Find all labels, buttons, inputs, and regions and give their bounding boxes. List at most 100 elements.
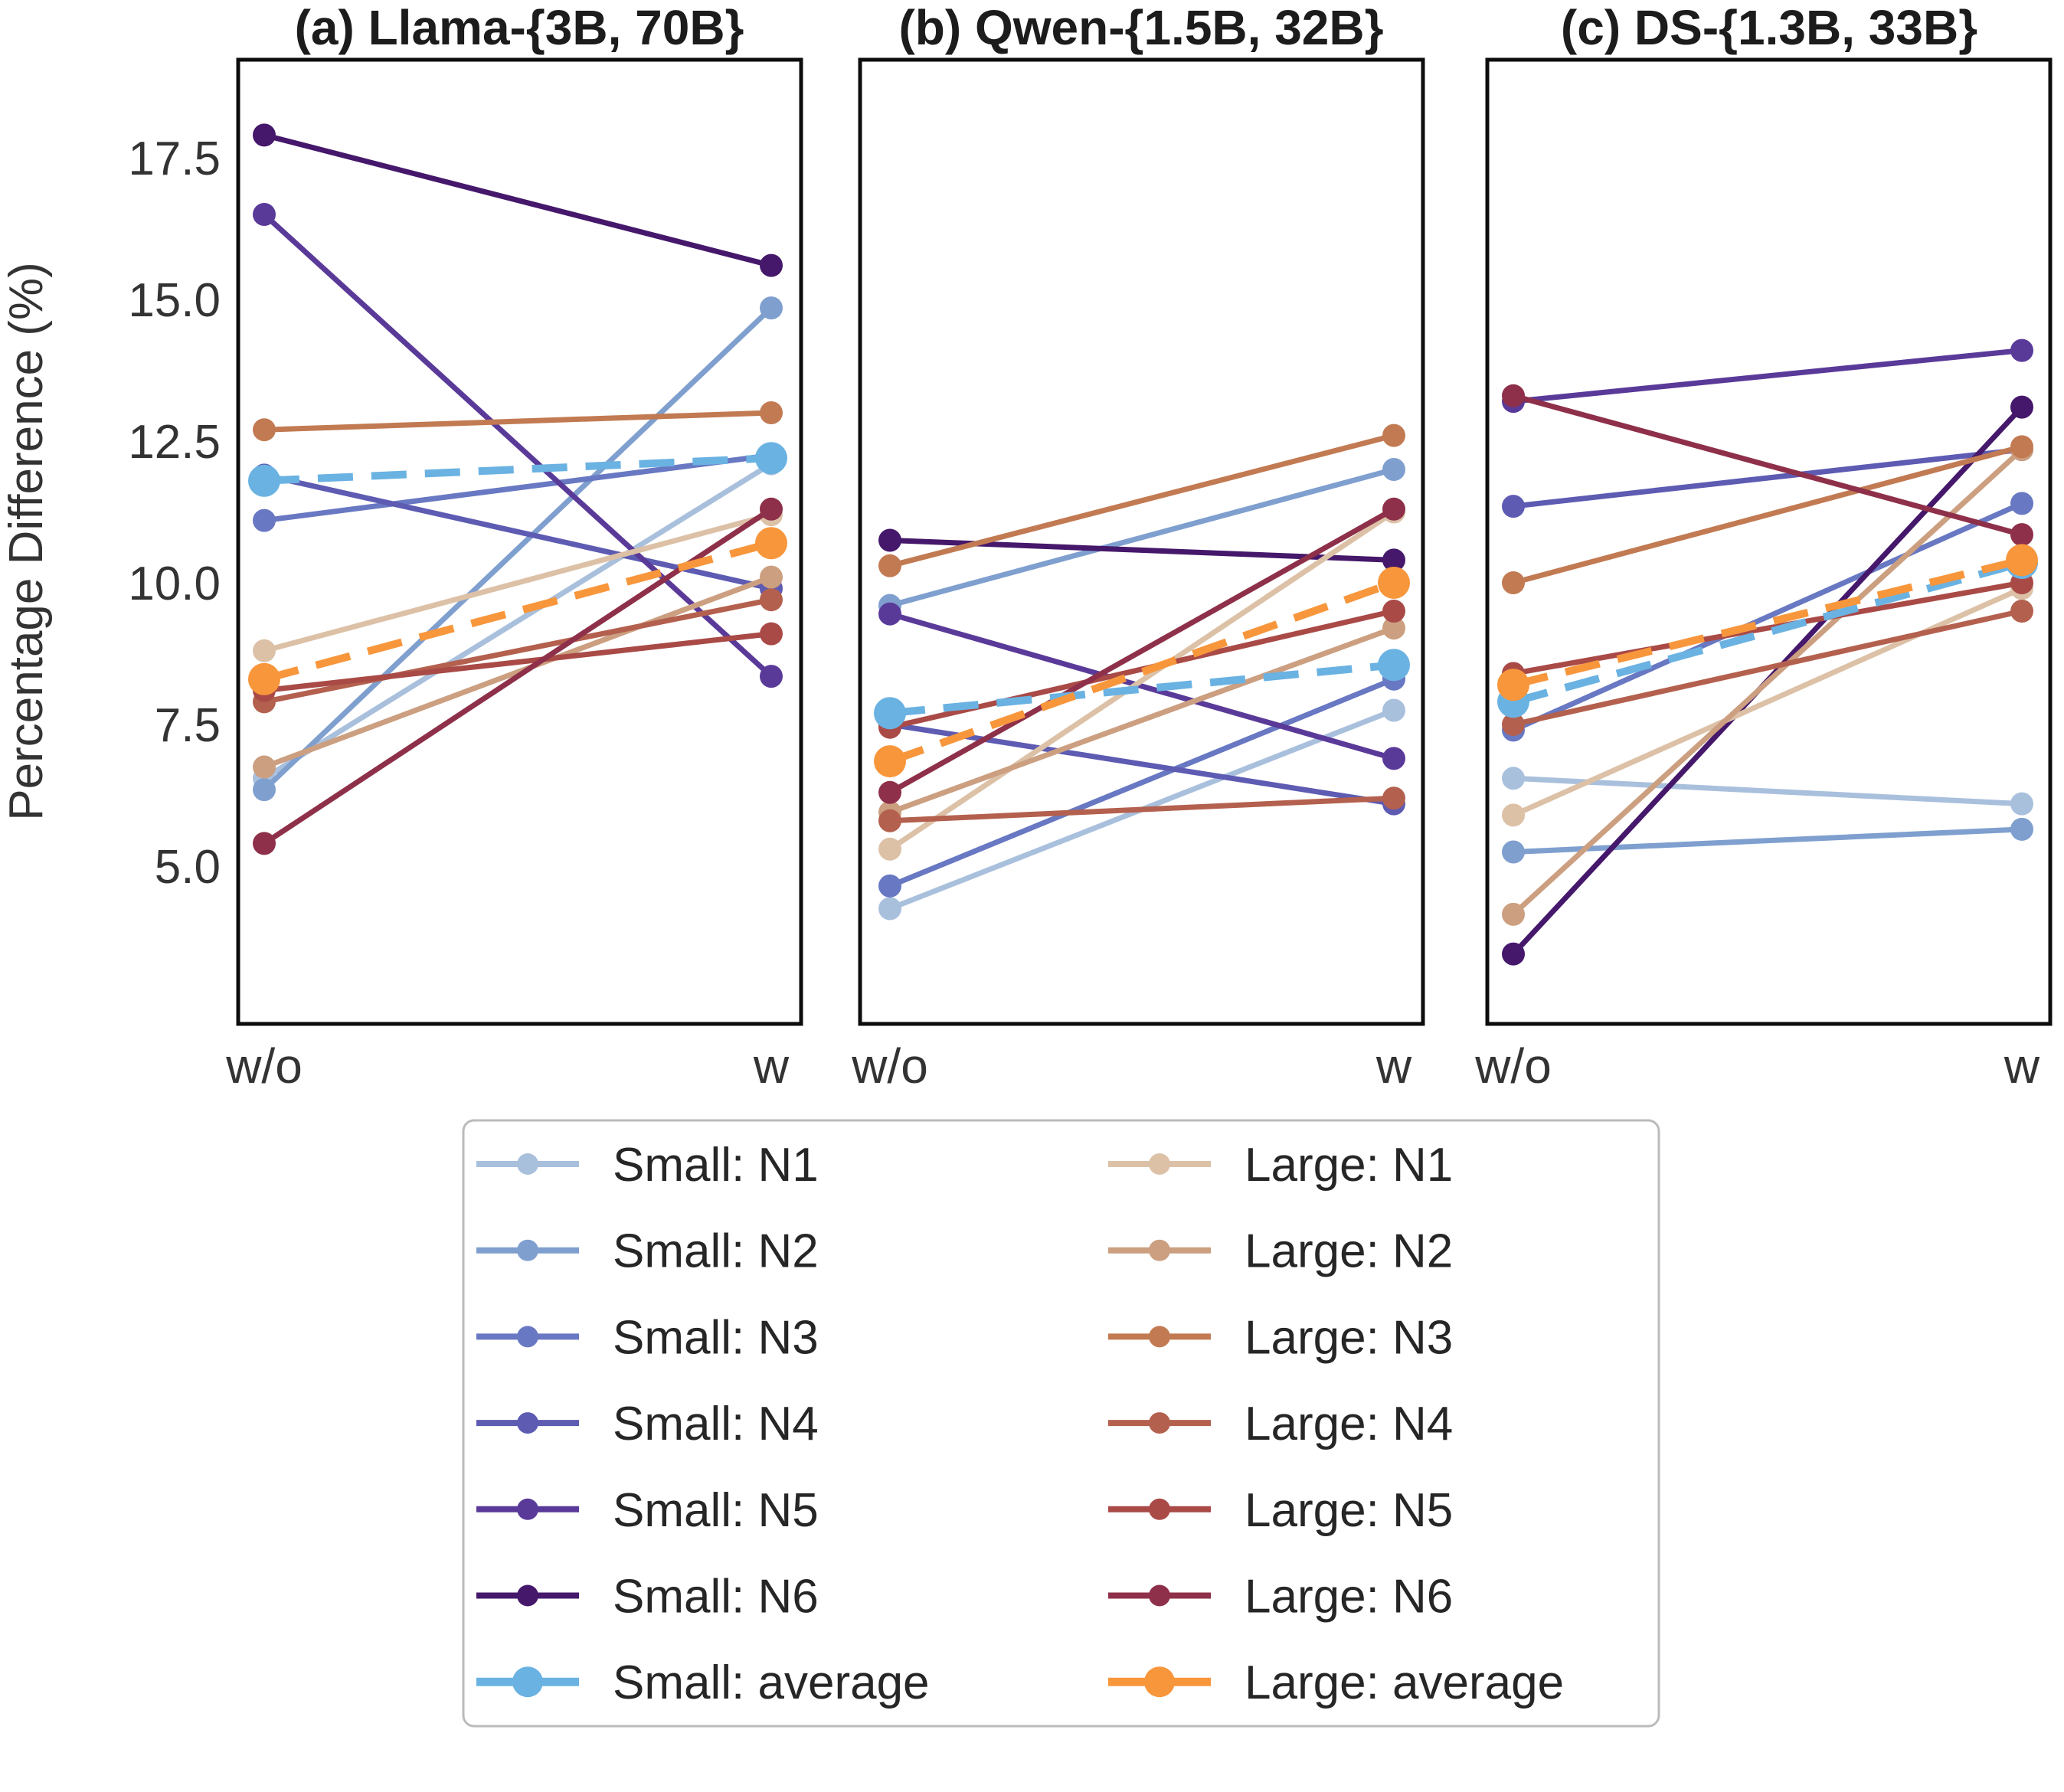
x-tick-c-w: w xyxy=(2003,1038,2040,1094)
dot-b-large-average-w xyxy=(1378,567,1410,599)
x-tick-a-wo: w/o xyxy=(225,1038,303,1094)
dot-c-large-n3-wo xyxy=(1502,571,1525,594)
series-line-b-small-n2 xyxy=(889,466,1395,608)
legend-item-small-n6: Small: N6 xyxy=(476,1571,819,1624)
legend-label-large-n3: Large: N3 xyxy=(1245,1311,1453,1364)
series-line-c-large-n6 xyxy=(1513,393,2023,538)
dot-a-large-average-wo xyxy=(248,662,280,695)
dot-c-large-n4-w xyxy=(2010,600,2033,623)
dot-a-small-n6-wo xyxy=(253,123,276,147)
legend-label-small-n4: Small: N4 xyxy=(613,1398,819,1450)
legend-item-large-n2: Large: N2 xyxy=(1108,1225,1453,1278)
y-tick-15-0: 15.0 xyxy=(128,274,221,327)
series-line-c-small-n4 xyxy=(1513,446,2023,509)
dot-b-small-n6-wo xyxy=(878,528,901,552)
dot-a-large-n2-wo xyxy=(253,755,276,779)
dot-b-small-n3-wo xyxy=(878,874,901,898)
legend-marker-dot-small-n1 xyxy=(517,1153,538,1175)
series-line-c-large-n5 xyxy=(1513,580,2023,676)
dot-b-large-n6-wo xyxy=(878,780,901,804)
dot-a-small-average-w xyxy=(755,442,787,475)
dot-a-small-n5-w xyxy=(760,665,783,688)
dot-c-large-n3-w xyxy=(2010,435,2033,459)
series-line-a-large-n3 xyxy=(263,410,772,433)
dot-b-large-n5-w xyxy=(1382,600,1405,623)
dot-c-large-n2-wo xyxy=(1502,902,1525,926)
dot-b-small-average-w xyxy=(1378,649,1410,682)
dot-a-large-n2-w xyxy=(760,565,783,589)
dot-a-large-n3-w xyxy=(760,401,783,424)
dot-b-large-n3-wo xyxy=(878,554,901,577)
x-tick-b-w: w xyxy=(1375,1038,1412,1094)
legend-marker-dot-small-n3 xyxy=(517,1326,538,1348)
series-line-a-small-n3 xyxy=(263,453,772,524)
dot-a-small-n6-w xyxy=(760,253,783,277)
series-line-c-large-n3 xyxy=(1513,444,2023,586)
dot-a-small-average-wo xyxy=(248,464,280,497)
dot-a-large-n3-wo xyxy=(253,418,276,442)
legend-label-large-n2: Large: N2 xyxy=(1245,1225,1453,1278)
legend-marker-dot-small-n4 xyxy=(517,1412,538,1434)
legend-marker-dot-large-average xyxy=(1144,1666,1175,1698)
series-line-c-large-n4 xyxy=(1513,608,2023,728)
series-line-b-large-n1 xyxy=(888,509,1395,852)
dot-c-large-average-w xyxy=(2006,544,2038,577)
legend-marker-dot-large-n5 xyxy=(1149,1498,1170,1520)
series-line-a-small-average xyxy=(263,454,772,485)
y-tick-12-5: 12.5 xyxy=(128,416,221,469)
legend-marker-dot-small-n2 xyxy=(517,1239,538,1261)
x-tick-b-wo: w/o xyxy=(851,1038,928,1094)
series-line-a-small-n6 xyxy=(263,132,772,268)
legend-item-small-n1: Small: N1 xyxy=(476,1139,819,1192)
legend-label-large-n1: Large: N1 xyxy=(1245,1139,1453,1192)
dot-a-small-n3-wo xyxy=(253,508,276,532)
series-line-a-small-n2 xyxy=(262,306,774,792)
legend-item-large-n1: Large: N1 xyxy=(1108,1139,1453,1192)
panel-border-c xyxy=(1485,57,2053,1026)
series-line-b-large-n4 xyxy=(889,795,1395,824)
legend-marker-dot-small-average xyxy=(512,1666,543,1698)
legend-item-small-n4: Small: N4 xyxy=(476,1398,819,1450)
y-tick-10-0: 10.0 xyxy=(128,558,221,610)
dot-a-large-n4-w xyxy=(760,588,783,612)
legend-item-small-n3: Small: N3 xyxy=(476,1311,819,1364)
x-tick-c-wo: w/o xyxy=(1474,1038,1552,1094)
series-line-c-small-n3 xyxy=(1512,501,2023,733)
panel-border-b xyxy=(858,57,1425,1026)
series-line-c-small-n5 xyxy=(1513,348,2023,404)
legend-label-large-n5: Large: N5 xyxy=(1245,1484,1453,1537)
dot-a-small-n2-w xyxy=(760,296,783,320)
series-line-b-large-n3 xyxy=(889,433,1395,569)
legend-marker-dot-large-n6 xyxy=(1149,1584,1170,1607)
legend-marker-dot-large-n2 xyxy=(1149,1239,1170,1261)
series-line-b-large-average xyxy=(888,579,1395,765)
panel-border-a xyxy=(236,57,803,1026)
series-line-a-large-n5 xyxy=(263,631,772,694)
legend-item-small-n2: Small: N2 xyxy=(476,1225,819,1278)
legend-item-large-n6: Large: N6 xyxy=(1108,1571,1453,1624)
series-line-c-large-average xyxy=(1512,556,2023,689)
series-line-c-small-n1 xyxy=(1513,775,2023,807)
series-line-a-large-n1 xyxy=(263,512,772,654)
x-tick-a-w: w xyxy=(753,1038,790,1094)
legend-label-large-average: Large: average xyxy=(1245,1656,1564,1709)
series-line-a-small-n1 xyxy=(263,461,773,781)
legend-label-small-n1: Small: N1 xyxy=(613,1139,819,1192)
dot-b-small-n2-w xyxy=(1382,458,1405,481)
dot-a-large-n6-wo xyxy=(253,832,276,855)
dot-b-large-n1-wo xyxy=(878,837,901,861)
legend-item-small-n5: Small: N5 xyxy=(476,1484,819,1537)
legend-box xyxy=(462,1119,1660,1728)
legend-label-small-n6: Small: N6 xyxy=(613,1571,819,1624)
dot-a-small-n5-wo xyxy=(253,203,276,226)
series-line-a-small-n5 xyxy=(262,212,774,679)
legend-marker-dot-small-n5 xyxy=(517,1498,538,1520)
dot-c-small-n5-w xyxy=(2010,338,2033,362)
y-tick-5-0: 5.0 xyxy=(155,841,221,894)
dot-b-large-n4-wo xyxy=(878,809,901,832)
dot-c-large-n6-w xyxy=(2010,523,2033,547)
series-line-b-small-n4 xyxy=(889,721,1395,807)
series-line-b-small-n5 xyxy=(889,611,1395,761)
y-axis-label: Percentage Difference (%) xyxy=(0,262,53,820)
